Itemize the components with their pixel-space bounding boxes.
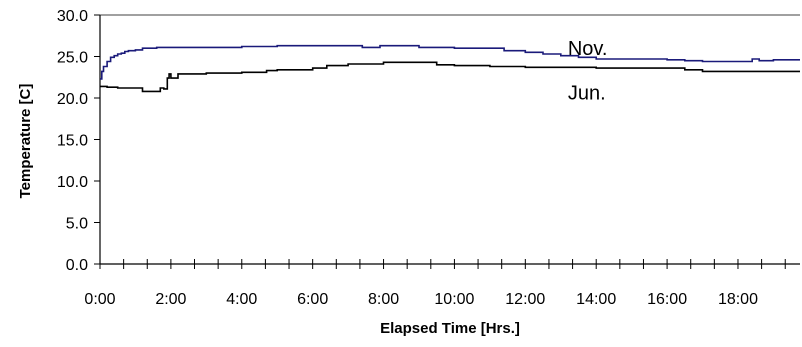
y-tick-label: 10.0 — [57, 174, 88, 191]
x-tick-label: 0:00 — [84, 291, 115, 308]
x-tick-label: 14:00 — [576, 291, 616, 308]
y-axis-title: Temperature [C] — [17, 84, 34, 199]
series-layer — [100, 44, 800, 93]
y-tick-label: 30.0 — [57, 8, 88, 25]
series-line-jun — [100, 61, 800, 93]
x-tick-label: 2:00 — [155, 291, 186, 308]
series-line-nov — [100, 44, 800, 80]
y-ticks: 0.0 5.0 10.0 15.0 20.0 25.0 30.0 — [57, 8, 100, 274]
y-tick-label: 25.0 — [57, 50, 88, 67]
plot-area — [99, 14, 800, 265]
y-tick-label: 5.0 — [66, 216, 88, 233]
annotation-layer: Nov. Jun. — [568, 38, 608, 105]
x-tick-label: 10:00 — [434, 291, 474, 308]
x-tick-label: 4:00 — [226, 291, 257, 308]
y-tick-label: 0.0 — [66, 257, 88, 274]
series-annotation-label: Nov. — [568, 38, 608, 60]
x-ticks: 0:00 2:00 4:00 6:00 8:00 10:00 12:00 14:00 16:00… — [84, 259, 786, 308]
x-tick-label: 12:00 — [505, 291, 545, 308]
x-axis-title: Elapsed Time [Hrs.] — [380, 320, 520, 337]
x-tick-label: 16:00 — [647, 291, 687, 308]
y-tick-label: 15.0 — [57, 133, 88, 150]
x-tick-label: 18:00 — [718, 291, 758, 308]
x-tick-label: 8:00 — [368, 291, 399, 308]
series-annotation-label: Jun. — [568, 83, 606, 105]
y-tick-label: 20.0 — [57, 91, 88, 108]
x-tick-label: 6:00 — [297, 291, 328, 308]
